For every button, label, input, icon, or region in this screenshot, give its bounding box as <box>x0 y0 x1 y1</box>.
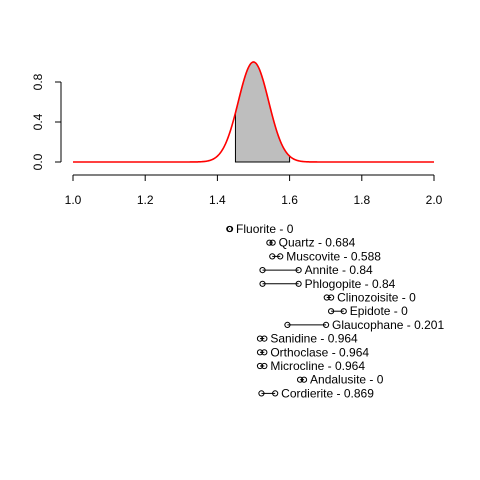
y-tick-label: 0.0 <box>31 153 45 170</box>
y-tick-label: 0.4 <box>31 113 45 130</box>
mineral-range-high-point <box>300 376 308 383</box>
y-tick-label: 0.8 <box>31 73 45 90</box>
mineral-row: Phlogopite - 0.84 <box>259 277 396 291</box>
mineral-label: Orthoclase - 0.964 <box>270 345 369 359</box>
mineral-range-low-point <box>328 308 335 315</box>
mineral-range-low-point <box>256 362 264 370</box>
mineral-range-low-point <box>284 321 291 328</box>
mineral-label: Muscovite - 0.588 <box>286 249 381 263</box>
mineral-range-high-point <box>277 253 284 260</box>
mineral-row: Fluorite - 0 <box>226 222 294 236</box>
mineral-label: Fluorite - 0 <box>236 222 294 236</box>
mineral-row: Clinozoisite - 0 <box>323 291 416 305</box>
x-tick-label: 1.8 <box>353 193 370 207</box>
mineral-range-low-point <box>259 280 266 287</box>
mineral-range-high-point <box>322 321 330 328</box>
mineral-label: Cordierite - 0.869 <box>281 386 374 400</box>
mineral-label: Quartz - 0.684 <box>279 236 356 250</box>
mineral-range-low-point <box>269 253 276 260</box>
mineral-label: Epidote - 0 <box>350 304 408 318</box>
mineral-range-high-point <box>226 225 234 233</box>
mineral-row: Muscovite - 0.588 <box>269 249 381 263</box>
mineral-range-low-point <box>258 390 265 397</box>
mineral-range-low-point <box>296 376 304 383</box>
mineral-range-high-point <box>261 335 268 342</box>
density-panel <box>73 61 434 163</box>
mineral-range-low-point <box>259 267 266 274</box>
mineral-range-high-point <box>261 362 268 370</box>
mineral-row: Quartz - 0.684 <box>266 236 356 250</box>
mineral-row: Andalusite - 0 <box>296 373 384 387</box>
mineral-label: Annite - 0.84 <box>305 263 373 277</box>
mineral-row: Glaucophane - 0.201 <box>284 318 444 332</box>
mineral-label: Andalusite - 0 <box>310 373 384 387</box>
mineral-range-low-point <box>256 335 264 342</box>
mineral-row: Epidote - 0 <box>328 304 408 318</box>
mineral-range-high-point <box>340 308 347 315</box>
mineral-label: Microcline - 0.964 <box>270 359 365 373</box>
mineral-label: Phlogopite - 0.84 <box>305 277 396 291</box>
mineral-label: Sanidine - 0.964 <box>270 332 358 346</box>
mineral-row: Annite - 0.84 <box>259 263 373 277</box>
y-axis: 0.0 0.4 0.8 <box>31 73 62 170</box>
mineral-range-low-point <box>256 349 264 356</box>
x-tick-label: 1.0 <box>65 193 82 207</box>
x-tick-label: 1.2 <box>137 193 154 207</box>
mineral-range-high-point <box>272 390 279 397</box>
mineral-row: Cordierite - 0.869 <box>258 386 374 400</box>
mineral-label: Glaucophane - 0.201 <box>332 318 444 332</box>
x-tick-label: 1.4 <box>209 193 226 207</box>
x-axis: 1.0 1.2 1.4 1.6 1.8 2.0 <box>65 174 443 207</box>
density-curve <box>73 61 434 163</box>
x-tick-label: 1.6 <box>281 193 298 207</box>
mineral-row: Orthoclase - 0.964 <box>256 345 369 359</box>
mineral-range-high-point <box>295 280 302 287</box>
mineral-range-high-point <box>269 239 276 246</box>
mineral-range-high-point <box>295 267 302 274</box>
mineral-range-high-point <box>261 349 268 356</box>
mineral-row: Sanidine - 0.964 <box>256 332 358 346</box>
mineral-label: Clinozoisite - 0 <box>337 291 416 305</box>
x-tick-label: 2.0 <box>426 193 443 207</box>
mineral-range-low-point <box>266 239 273 246</box>
mineral-range-high-point <box>328 294 335 301</box>
mineral-range-low-point <box>323 294 330 301</box>
mineral-row: Microcline - 0.964 <box>256 359 365 373</box>
